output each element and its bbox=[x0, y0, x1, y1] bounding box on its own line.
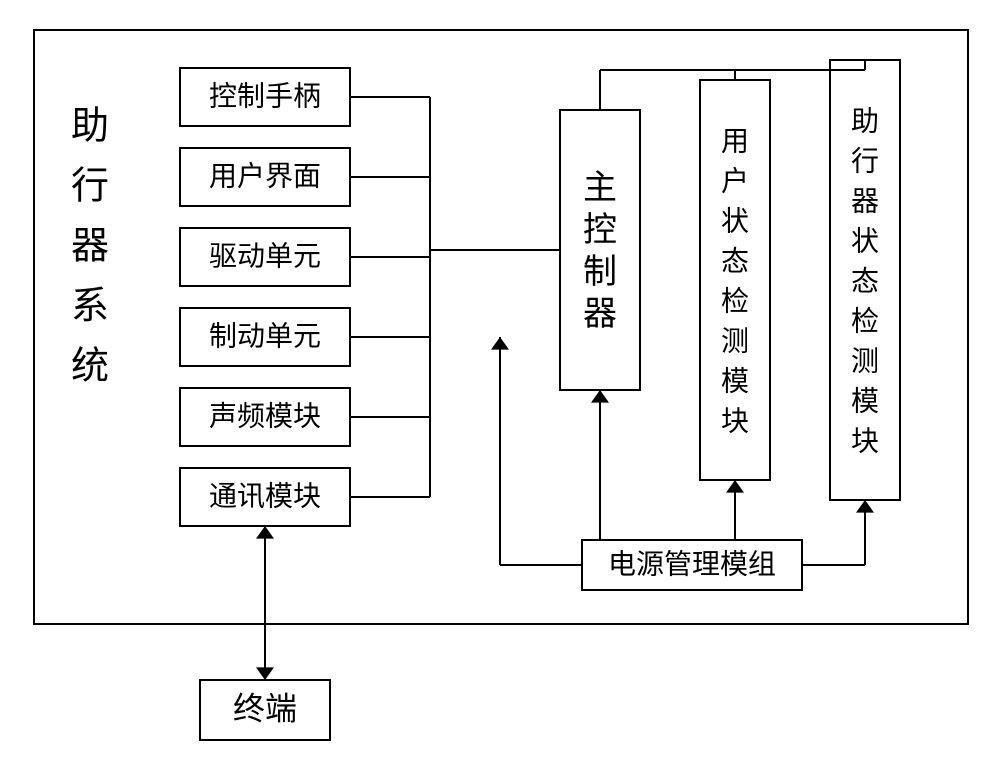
label-audio-module: 声频模块 bbox=[209, 400, 321, 432]
label-walker-state: 助 bbox=[851, 105, 879, 137]
label-user-state: 块 bbox=[721, 406, 749, 437]
label-user-state: 检 bbox=[721, 285, 749, 317]
label-comm-module: 通讯模块 bbox=[209, 480, 321, 512]
label-walker-state: 检 bbox=[851, 305, 879, 337]
label-walker-state: 模 bbox=[851, 385, 879, 417]
system-label: 行 bbox=[71, 166, 109, 208]
label-walker-state: 行 bbox=[851, 145, 879, 177]
label-walker-state: 块 bbox=[851, 426, 879, 457]
system-label: 助 bbox=[71, 106, 109, 148]
label-user-interface: 用户界面 bbox=[209, 160, 321, 192]
label-walker-state: 状 bbox=[851, 225, 879, 257]
label-main-controller: 制 bbox=[583, 254, 617, 291]
label-main-controller: 主 bbox=[583, 170, 617, 207]
system-label: 系 bbox=[71, 286, 109, 328]
label-user-state: 测 bbox=[721, 326, 749, 357]
label-user-state: 模 bbox=[721, 365, 749, 397]
label-walker-state: 测 bbox=[851, 346, 879, 377]
label-walker-state: 态 bbox=[851, 265, 879, 297]
label-power: 电源管理模组 bbox=[608, 548, 776, 580]
label-drive-unit: 驱动单元 bbox=[209, 240, 321, 272]
label-terminal: 终端 bbox=[233, 690, 297, 726]
label-user-state: 状 bbox=[721, 205, 749, 237]
system-label: 统 bbox=[71, 346, 109, 388]
label-brake-unit: 制动单元 bbox=[209, 320, 321, 352]
label-user-state: 态 bbox=[721, 245, 749, 277]
label-main-controller: 器 bbox=[583, 296, 617, 333]
label-user-state: 用 bbox=[721, 126, 749, 157]
label-main-controller: 控 bbox=[583, 211, 617, 249]
node-main-controller bbox=[560, 110, 640, 390]
system-label: 器 bbox=[71, 226, 109, 268]
label-user-state: 户 bbox=[721, 165, 749, 197]
label-walker-state: 器 bbox=[851, 186, 879, 217]
label-control-handle: 控制手柄 bbox=[209, 80, 321, 112]
